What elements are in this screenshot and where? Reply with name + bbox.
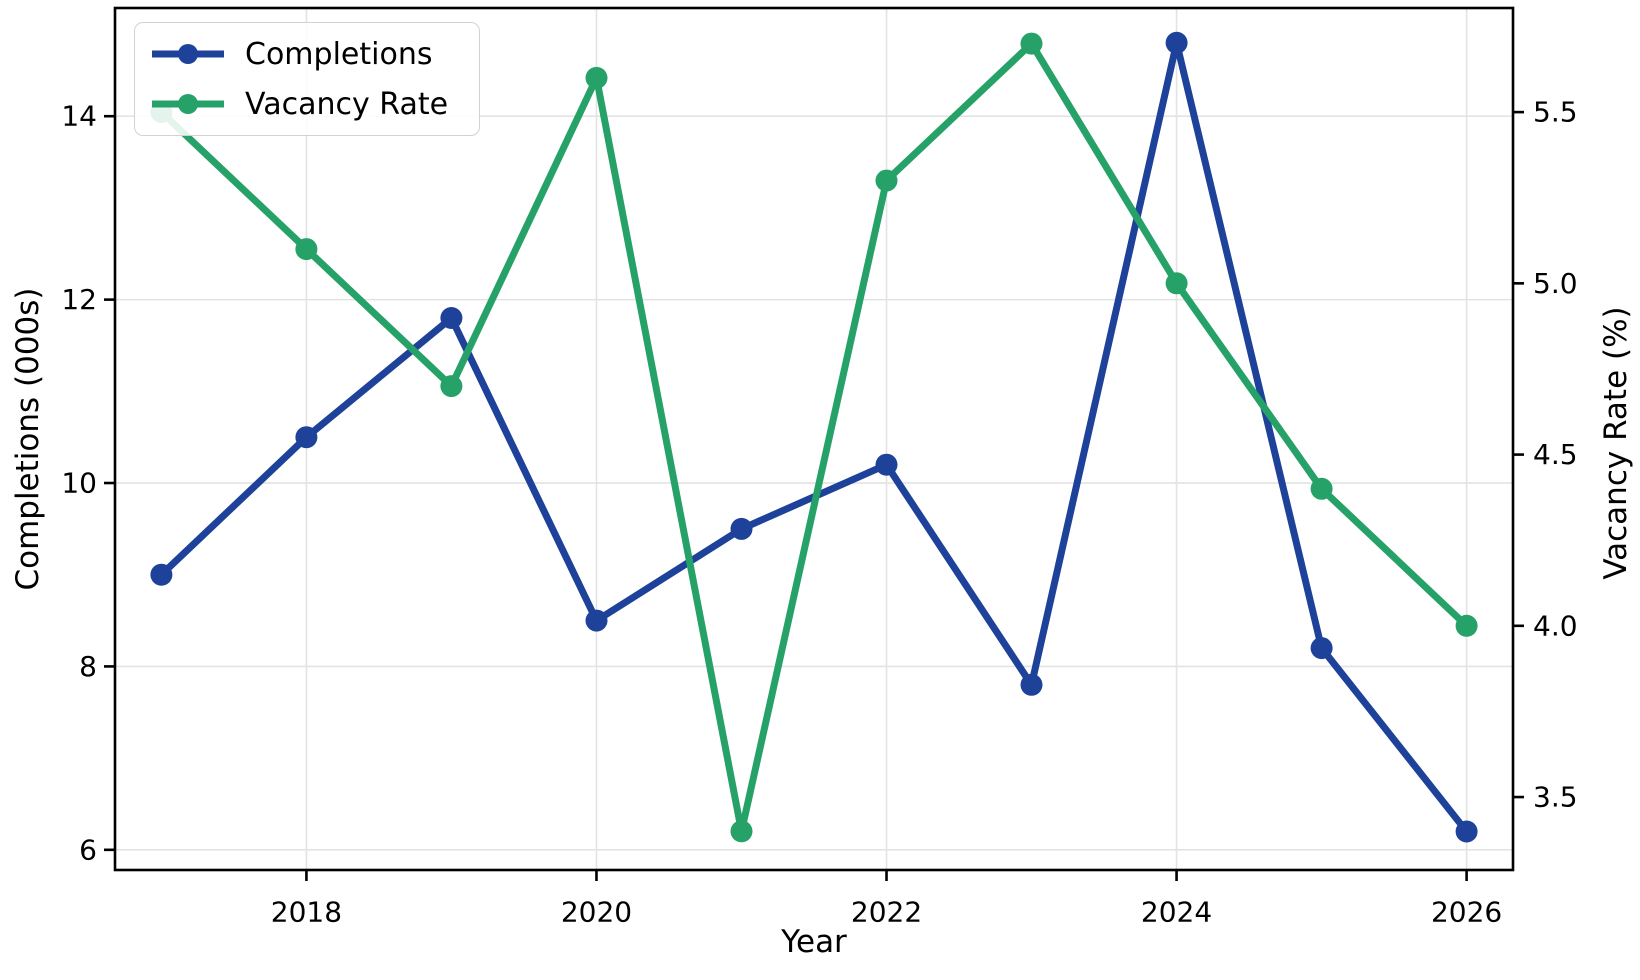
- vacancy-rate-point-2021: [730, 820, 753, 843]
- y-right-tick-label: 3.5: [1533, 781, 1578, 814]
- legend-swatch-completions-icon: [152, 44, 224, 64]
- y-axis-title-left: Completions (000s): [10, 287, 46, 591]
- vacancy-rate-point-2025: [1310, 477, 1333, 500]
- completions-point-2021: [730, 517, 753, 540]
- y-left-tick-label: 8: [79, 650, 97, 683]
- vacancy-rate-point-2024: [1165, 272, 1188, 295]
- completions-point-2026: [1455, 820, 1478, 843]
- x-tick-label: 2018: [271, 896, 342, 929]
- y-left-tick-label: 6: [79, 833, 97, 866]
- vacancy-rate-point-2026: [1455, 614, 1478, 637]
- legend-label-completions: Completions: [245, 36, 433, 72]
- x-tick-label: 2020: [561, 896, 632, 929]
- y-left-tick-label: 12: [61, 283, 97, 316]
- legend-item-vacancy-rate: Vacancy Rate: [149, 79, 465, 129]
- y-right-tick-label: 5.5: [1533, 96, 1578, 129]
- completions-point-2023: [1020, 673, 1043, 696]
- y-right-tick-label: 5.0: [1533, 267, 1578, 300]
- vacancy-rate-point-2018: [295, 238, 318, 261]
- vacancy-rate-point-2023: [1020, 32, 1043, 55]
- legend-item-completions: Completions: [149, 29, 465, 79]
- x-tick-label: 2026: [1431, 896, 1502, 929]
- legend-swatch-vacancy-rate-icon: [152, 94, 224, 114]
- completions-point-2017: [150, 563, 173, 586]
- y-left-tick-label: 14: [61, 100, 97, 133]
- legend-label-vacancy-rate: Vacancy Rate: [245, 86, 449, 122]
- y-right-tick-label: 4.0: [1533, 609, 1578, 642]
- completions-point-2018: [295, 426, 318, 449]
- legend: Completions Vacancy Rate: [134, 22, 480, 136]
- vacancy-rate-point-2022: [875, 169, 898, 192]
- completions-point-2022: [875, 453, 898, 476]
- completions-point-2020: [585, 609, 608, 632]
- completions-line: [157, 39, 1471, 835]
- completions-point-2024: [1165, 31, 1188, 54]
- x-tick-label: 2024: [1141, 896, 1212, 929]
- axes-frame: [113, 6, 1515, 872]
- vacancy-rate-point-2020: [585, 66, 608, 89]
- y-axis-title-right: Vacancy Rate (%): [1598, 306, 1634, 580]
- completions-point-2019: [440, 307, 463, 329]
- completions-point-2025: [1310, 637, 1333, 660]
- x-tick-label: 2022: [851, 896, 922, 929]
- y-right-tick-label: 4.5: [1533, 438, 1578, 471]
- vacancy-rate-line: [157, 40, 1471, 835]
- x-axis-title: Year: [781, 924, 847, 960]
- vacancy-rate-point-2019: [440, 375, 463, 398]
- y-left-tick-label: 10: [61, 467, 97, 500]
